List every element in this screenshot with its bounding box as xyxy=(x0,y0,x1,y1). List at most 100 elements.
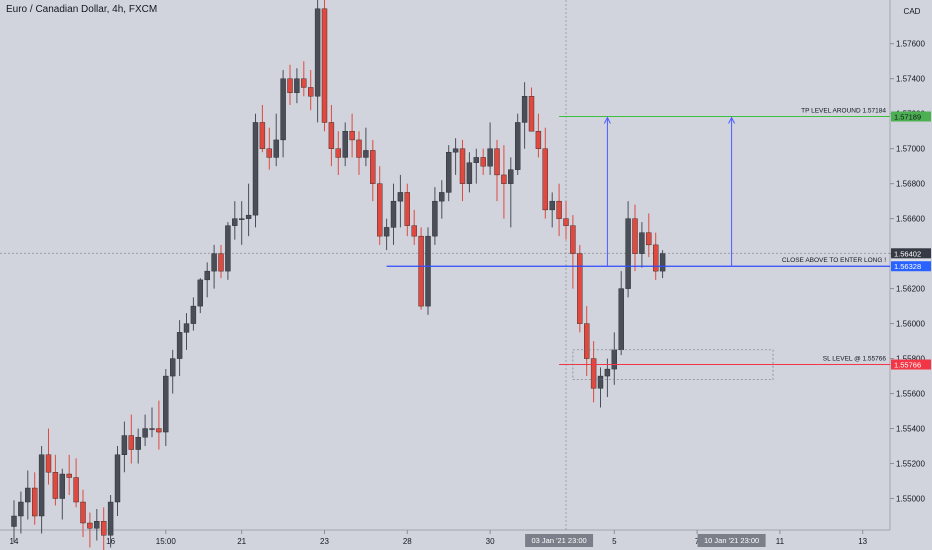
candles-group xyxy=(11,0,666,550)
candle xyxy=(411,225,417,237)
candle xyxy=(639,232,645,254)
candle xyxy=(528,96,535,132)
candle xyxy=(287,78,293,93)
target-arrow-right-head xyxy=(728,116,736,124)
candle xyxy=(349,130,355,141)
entry-price-tag-bg xyxy=(891,261,931,272)
entry-price-tag: 1.56328 xyxy=(894,262,921,271)
candle xyxy=(294,78,300,93)
candle xyxy=(632,218,638,254)
sl-label: SL LEVEL @ 1.55766 xyxy=(823,356,887,363)
candle xyxy=(149,428,155,430)
candle xyxy=(273,139,279,158)
candle xyxy=(259,122,266,149)
candle xyxy=(121,435,128,455)
candle xyxy=(135,437,141,450)
candle xyxy=(204,270,210,281)
candle xyxy=(107,501,114,536)
candle xyxy=(556,200,562,219)
candle xyxy=(390,200,397,228)
time-tick-label: 15:00 xyxy=(156,537,177,546)
candle xyxy=(314,8,321,97)
time-tick-label: 11 xyxy=(776,537,785,546)
current-price-tag-bg xyxy=(891,248,931,259)
date-tag-bg xyxy=(697,534,766,547)
candle xyxy=(114,454,121,503)
price-tick-label: 1.55600 xyxy=(896,390,925,399)
time-tick-label: 28 xyxy=(403,537,412,546)
candle xyxy=(18,501,24,517)
candle xyxy=(542,148,548,211)
price-tick-label: 1.55800 xyxy=(896,355,925,364)
candle xyxy=(377,183,383,237)
candle xyxy=(328,122,335,149)
candle xyxy=(515,122,521,170)
candle xyxy=(549,200,555,211)
candle xyxy=(335,148,341,158)
price-tick-label: 1.56000 xyxy=(896,320,925,329)
candle xyxy=(363,150,369,158)
candle xyxy=(100,521,107,536)
entry-label: CLOSE ABOVE TO ENTER LONG ! xyxy=(782,257,886,264)
candle xyxy=(577,253,583,324)
candle xyxy=(584,323,590,359)
candle xyxy=(466,162,473,184)
candle xyxy=(383,227,390,237)
candle xyxy=(45,454,52,473)
price-tick-label: 1.56800 xyxy=(896,180,925,189)
current-price-tag: 1.56402 xyxy=(894,249,921,258)
candle xyxy=(508,169,514,184)
time-tick-label: 23 xyxy=(320,537,329,546)
candle xyxy=(25,487,31,503)
candle xyxy=(80,501,86,524)
candle xyxy=(245,214,252,219)
candle xyxy=(308,87,314,97)
candle xyxy=(563,218,569,226)
candle xyxy=(238,218,245,220)
candle xyxy=(197,279,204,307)
candle xyxy=(38,454,45,517)
candle xyxy=(232,218,238,226)
candle xyxy=(301,78,307,88)
candle xyxy=(59,473,65,499)
candle xyxy=(611,349,617,370)
candle xyxy=(590,358,597,389)
candle xyxy=(169,358,176,377)
candle xyxy=(625,218,631,289)
candle xyxy=(156,428,162,433)
candle xyxy=(142,428,148,438)
time-tick-label: 7 xyxy=(695,537,700,546)
candle xyxy=(190,305,197,324)
candle xyxy=(73,477,79,503)
tp-price-tag: 1.57189 xyxy=(894,112,921,121)
candle xyxy=(176,332,183,359)
time-tick-label: 21 xyxy=(237,537,246,546)
candle xyxy=(452,148,459,153)
price-tick-label: 1.57400 xyxy=(896,75,925,84)
candle xyxy=(425,235,431,307)
candle xyxy=(535,130,542,149)
candle xyxy=(280,78,286,141)
candle xyxy=(501,174,507,184)
candle xyxy=(128,435,135,450)
candle xyxy=(183,323,190,333)
candle xyxy=(404,192,410,226)
candle xyxy=(87,522,93,529)
time-tick-label: 5 xyxy=(612,537,617,546)
tp-price-tag-bg xyxy=(891,111,931,122)
candle xyxy=(653,244,659,272)
candle xyxy=(211,253,217,272)
currency-label: CAD xyxy=(904,7,921,16)
price-tick-label: 1.56600 xyxy=(896,215,925,224)
candle xyxy=(52,472,59,499)
candle xyxy=(356,139,362,158)
candle xyxy=(604,368,611,377)
candle xyxy=(521,96,528,123)
candle xyxy=(370,150,376,184)
candle xyxy=(218,253,224,272)
candle xyxy=(618,288,624,351)
price-tick-label: 1.56200 xyxy=(896,285,925,294)
candle xyxy=(597,375,604,389)
